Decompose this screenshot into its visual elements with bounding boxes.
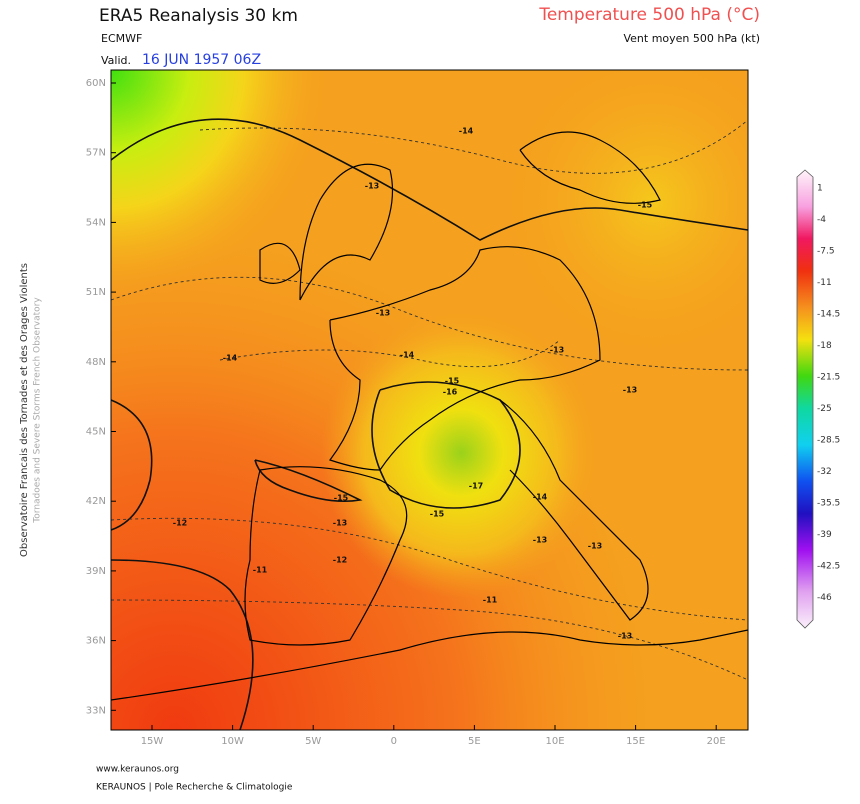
contour-label: -14	[459, 127, 474, 136]
contour-label: -14	[223, 354, 238, 363]
lat-label: 39N	[86, 566, 106, 577]
colorbar-label: -14.5	[817, 310, 840, 320]
lat-label: 42N	[86, 496, 106, 507]
contour-label: -11	[483, 596, 498, 605]
footer-site: www.keraunos.org	[96, 765, 179, 775]
lat-label: 33N	[86, 705, 106, 716]
contour-label: -13	[550, 346, 564, 355]
footer-org: KERAUNOS | Pole Recherche & Climatologie	[96, 783, 293, 793]
lon-label: 15E	[626, 736, 645, 747]
colorbar-label: 1	[817, 184, 823, 194]
lon-label: 5E	[468, 736, 481, 747]
colorbar-label: -4	[817, 215, 826, 225]
lat-label: 54N	[86, 217, 106, 228]
colorbar-label: -25	[817, 404, 832, 414]
contour-label: -16	[443, 388, 458, 397]
side-text-fr: Observatoire Francais des Tornades et de…	[19, 263, 30, 557]
contour-label: -12	[173, 519, 187, 528]
contour-label: -15	[445, 377, 460, 386]
colorbar-label: -35.5	[817, 499, 840, 509]
contour-label: -11	[253, 566, 268, 575]
contour-label: -13	[333, 519, 347, 528]
contour-label: -17	[469, 482, 483, 491]
lon-label: 0	[391, 736, 397, 747]
lat-label: 48N	[86, 357, 106, 368]
colorbar-label: -32	[817, 467, 832, 477]
lon-label: 10E	[545, 736, 564, 747]
source: ECMWF	[101, 32, 142, 45]
colorbar-label: -28.5	[817, 436, 840, 446]
colorbar-label: -46	[817, 593, 832, 603]
colorbar	[796, 169, 814, 629]
lon-label: 5W	[305, 736, 321, 747]
contour-label: -13	[618, 632, 632, 641]
lat-label: 57N	[86, 148, 106, 159]
contour-label: -13	[588, 542, 602, 551]
lon-label: 20E	[707, 736, 726, 747]
wind-label: Vent moyen 500 hPa (kt)	[623, 32, 760, 45]
colorbar-label: -42.5	[817, 562, 840, 572]
contour-label: -13	[365, 182, 379, 191]
parameter: Temperature 500 hPa (°C)	[538, 5, 760, 25]
side-text-en: Tornadoes and Severe Storms French Obser…	[33, 297, 43, 524]
contour-label: -13	[533, 536, 547, 545]
contour-label: -14	[400, 351, 415, 360]
contour-label: -15	[638, 201, 653, 210]
lon-label: 15W	[141, 736, 164, 747]
map-frame	[110, 69, 749, 731]
contour-label: -14	[533, 493, 548, 502]
lat-label: 45N	[86, 427, 106, 438]
contour-label: -13	[376, 309, 390, 318]
title: ERA5 Reanalysis 30 km	[99, 6, 298, 26]
colorbar-label: -21.5	[817, 373, 840, 383]
lon-label: 10W	[221, 736, 244, 747]
contour-label: -15	[334, 494, 349, 503]
contour-label: -12	[333, 556, 347, 565]
colorbar-label: -7.5	[817, 247, 835, 257]
contour-label: -13	[623, 386, 637, 395]
colorbar-label: -11	[817, 278, 832, 288]
valid-date: 16 JUN 1957 06Z	[142, 52, 261, 68]
lat-label: 51N	[86, 287, 106, 298]
valid-label: Valid.	[101, 54, 131, 67]
lat-label: 60N	[86, 78, 106, 89]
contour-label: -15	[430, 510, 445, 519]
colorbar-label: -39	[817, 530, 832, 540]
lat-label: 36N	[86, 636, 106, 647]
colorbar-label: -18	[817, 341, 832, 351]
map	[111, 70, 748, 730]
